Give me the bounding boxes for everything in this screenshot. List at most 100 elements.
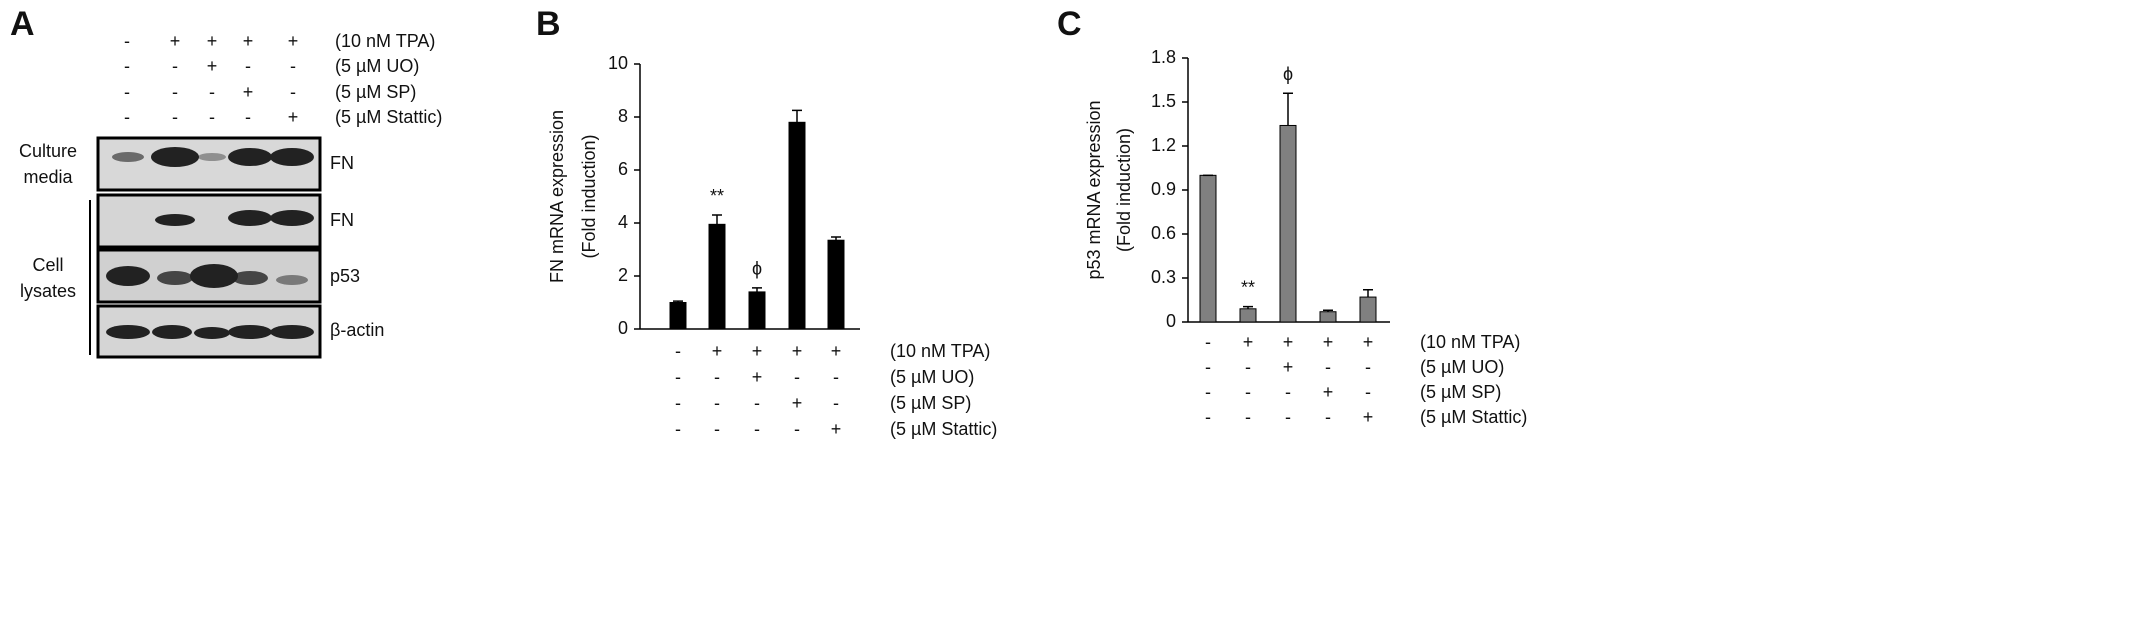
treatment-sign: - [172,56,178,76]
treatment-sign: - [124,107,130,127]
treatment-sign: - [1245,382,1251,402]
treatment-sign: - [1325,357,1331,377]
y-tick-label: 1.8 [1151,47,1176,67]
treatment-label: (10 nM TPA) [890,341,990,361]
bar [1319,311,1337,323]
panel-label: C [1057,5,1082,43]
y-tick-label: 0 [1166,311,1176,331]
error-bar [1323,309,1333,312]
treatment-sign: + [207,56,218,76]
treatment-sign: - [124,56,130,76]
treatment-sign: - [1205,332,1211,352]
treatment-sign: + [1283,332,1294,352]
bands [106,147,314,339]
treatment-sign: + [831,419,842,439]
bar [1279,124,1297,323]
bar [1359,296,1377,323]
treatment-sign: + [792,393,803,413]
treatment-sign: - [1285,382,1291,402]
bar [708,223,726,330]
group-label: lysates [20,281,76,301]
treatment-label: (5 µM Stattic) [890,419,997,439]
y-tick-label: 0.9 [1151,179,1176,199]
treatment-sign: + [1283,357,1294,377]
treatment-sign: - [675,367,681,387]
error-bar [792,109,802,123]
error-bar [831,236,841,241]
treatment-label: (5 µM UO) [335,56,419,76]
treatment-label: (5 µM Stattic) [1420,407,1527,427]
treatment-sign: - [209,82,215,102]
treatment-sign: - [794,367,800,387]
treatment-sign: + [831,341,842,361]
blot-images [89,136,322,359]
bar [748,291,766,330]
error-bar [673,300,683,303]
treatment-sign: - [1365,357,1371,377]
treatment-sign: + [207,31,218,51]
treatment-sign: + [752,367,763,387]
treatment-sign: - [754,419,760,439]
treatment-sign: - [794,419,800,439]
treatment-sign: - [1285,407,1291,427]
bar [1199,174,1217,323]
y-tick-label: 0.3 [1151,267,1176,287]
y-tick-label: 0 [618,318,628,338]
treatment-sign: + [1323,332,1334,352]
y-axis-label: (Fold induction) [579,134,599,258]
treatment-sign: - [245,56,251,76]
y-tick-label: 6 [618,159,628,179]
y-tick-label: 1.2 [1151,135,1176,155]
treatment-sign: + [243,82,254,102]
treatment-sign: - [124,31,130,51]
treatment-sign: - [1205,382,1211,402]
blot-label: FN [330,210,354,230]
y-tick-label: 1.5 [1151,91,1176,111]
treatment-label: (5 µM SP) [335,82,416,102]
treatment-sign: - [1245,357,1251,377]
blot-label: p53 [330,266,360,286]
treatment-sign: - [1205,407,1211,427]
treatment-sign: - [124,82,130,102]
treatment-sign: + [752,341,763,361]
bar [788,121,806,330]
treatment-sign: - [1325,407,1331,427]
treatment-label: (10 nM TPA) [335,31,435,51]
group-label: media [23,167,73,187]
y-tick-label: 2 [618,265,628,285]
treatment-sign: + [1243,332,1254,352]
y-axis-label: p53 mRNA expression [1084,100,1104,279]
treatment-sign: - [675,341,681,361]
treatment-sign: - [1245,407,1251,427]
treatment-label: (5 µM Stattic) [335,107,442,127]
blot-label: FN [330,153,354,173]
bar [669,302,687,330]
panel-label: B [536,5,561,43]
treatment-sign: + [792,341,803,361]
treatment-sign: - [245,107,251,127]
treatment-sign: + [288,107,299,127]
treatment-sign: - [172,82,178,102]
y-tick-label: 10 [608,53,628,73]
panel-label: A [10,5,35,43]
treatment-sign: - [714,419,720,439]
group-label: Cell [32,255,63,275]
bar [827,239,845,330]
treatment-sign: - [714,393,720,413]
y-axis-label: (Fold induction) [1114,128,1134,252]
error-bar [752,287,762,292]
treatment-sign: - [714,367,720,387]
error-bar [1363,288,1373,298]
treatment-sign: - [290,56,296,76]
y-tick-label: 0.6 [1151,223,1176,243]
treatment-label: (5 µM UO) [1420,357,1504,377]
treatment-sign: - [290,82,296,102]
error-bar [1283,92,1293,126]
treatment-label: (5 µM SP) [1420,382,1501,402]
treatment-sign: - [675,393,681,413]
treatment-sign: + [243,31,254,51]
significance-mark: ** [1241,277,1255,297]
treatment-sign: + [1363,332,1374,352]
treatment-sign: - [209,107,215,127]
